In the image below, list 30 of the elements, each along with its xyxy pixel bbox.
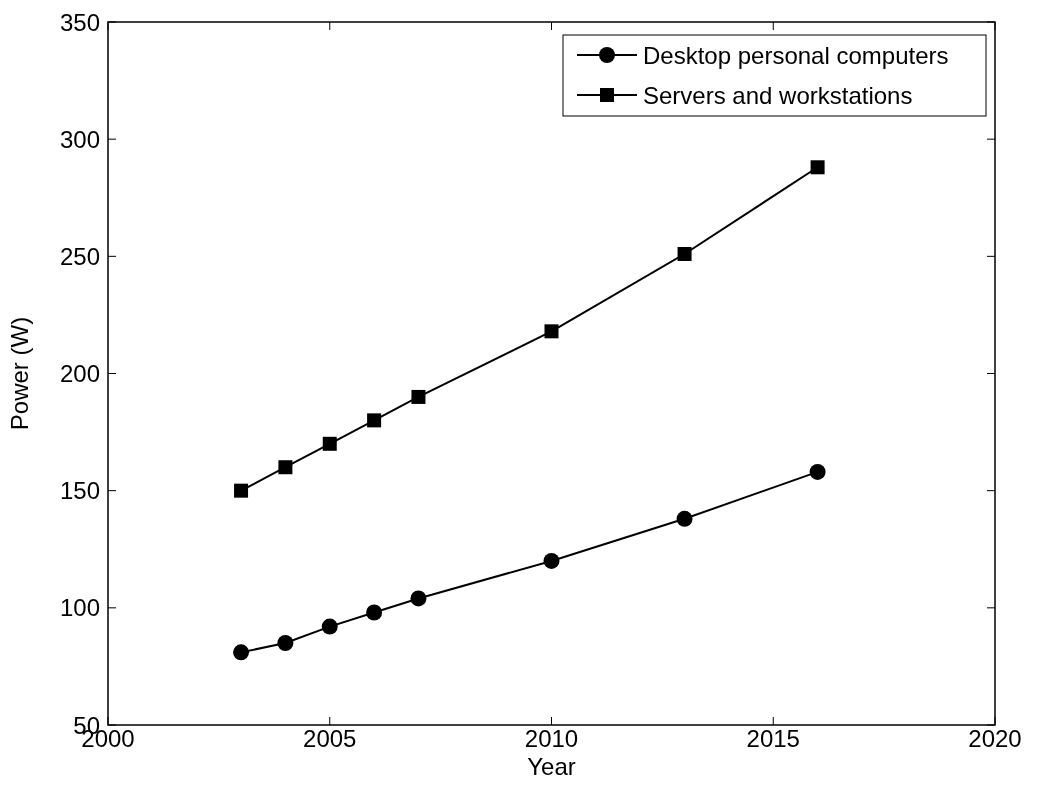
y-tick-label: 350 xyxy=(59,8,100,36)
point xyxy=(233,644,250,661)
point xyxy=(277,634,294,651)
y-tick-label: 200 xyxy=(59,360,100,387)
point xyxy=(676,510,693,527)
point xyxy=(321,618,338,635)
point xyxy=(543,552,560,569)
point xyxy=(411,389,426,404)
x-axis-title: Year xyxy=(527,753,576,780)
point xyxy=(544,324,559,339)
y-tick-label: 150 xyxy=(59,477,100,505)
point xyxy=(367,413,382,428)
legend-label: Desktop personal computers xyxy=(643,41,949,69)
x-tick-label: 2005 xyxy=(303,725,357,752)
point xyxy=(677,246,692,261)
y-tick-label: 300 xyxy=(59,125,100,153)
y-tick-label: 100 xyxy=(59,594,100,622)
point xyxy=(278,460,293,475)
point xyxy=(410,590,427,607)
y-tick-label: 250 xyxy=(59,242,100,270)
x-tick-label: 2020 xyxy=(968,725,1022,752)
x-tick-label: 2015 xyxy=(746,725,800,752)
point xyxy=(234,483,249,498)
point xyxy=(809,463,826,480)
x-tick-label: 2010 xyxy=(524,725,579,752)
point xyxy=(366,604,383,621)
point xyxy=(322,436,337,451)
legend-label: Servers and workstations xyxy=(643,81,913,109)
y-axis-title: Power (W) xyxy=(6,316,33,431)
point xyxy=(810,160,825,175)
